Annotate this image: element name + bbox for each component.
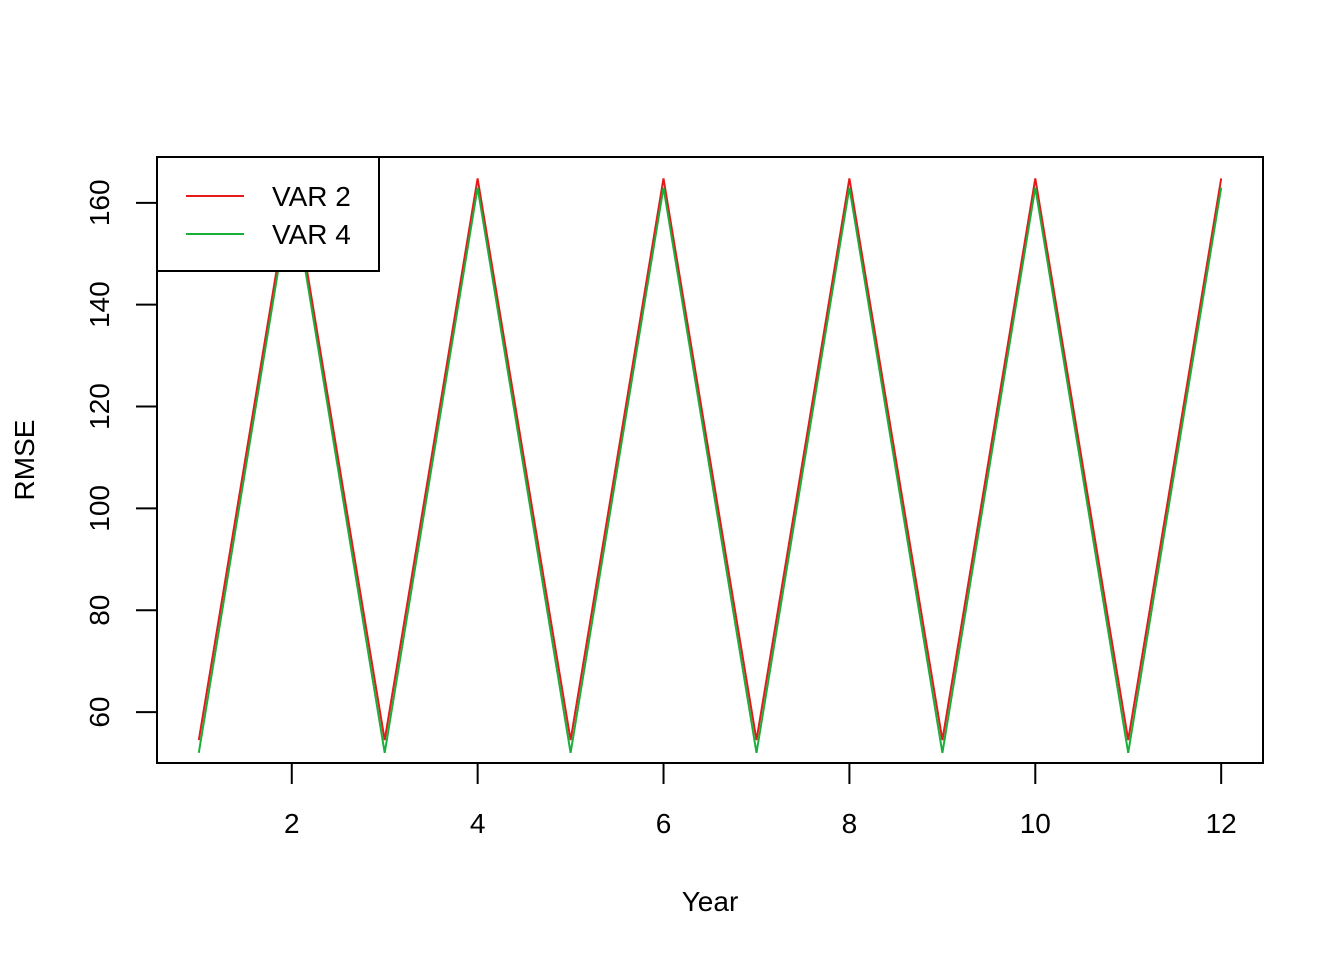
x-axis: 2 4 6 8 10 12	[284, 762, 1237, 839]
x-tick-label: 10	[1020, 808, 1051, 839]
series-line-1	[197, 178, 1223, 741]
x-tick-label: 12	[1206, 808, 1237, 839]
x-tick-label: 2	[284, 808, 300, 839]
y-tick-label: 60	[84, 697, 115, 728]
legend-label-1: VAR 2	[272, 181, 351, 212]
x-axis-title: Year	[682, 886, 739, 917]
x-tick-label: 6	[656, 808, 672, 839]
y-axis-title: RMSE	[9, 420, 40, 501]
series-layer	[197, 178, 1223, 753]
x-tick-label: 4	[470, 808, 486, 839]
y-tick-label: 100	[84, 485, 115, 532]
y-axis: 60 80 100 120 140 160	[84, 179, 158, 728]
legend: VAR 2 VAR 4	[156, 156, 380, 272]
y-tick-label: 160	[84, 179, 115, 226]
y-tick-label: 80	[84, 595, 115, 626]
legend-label-2: VAR 4	[272, 219, 351, 250]
y-tick-label: 140	[84, 281, 115, 328]
legend-box	[156, 156, 380, 272]
y-tick-label: 120	[84, 383, 115, 430]
series-line-2	[197, 187, 1223, 753]
x-tick-label: 8	[842, 808, 858, 839]
